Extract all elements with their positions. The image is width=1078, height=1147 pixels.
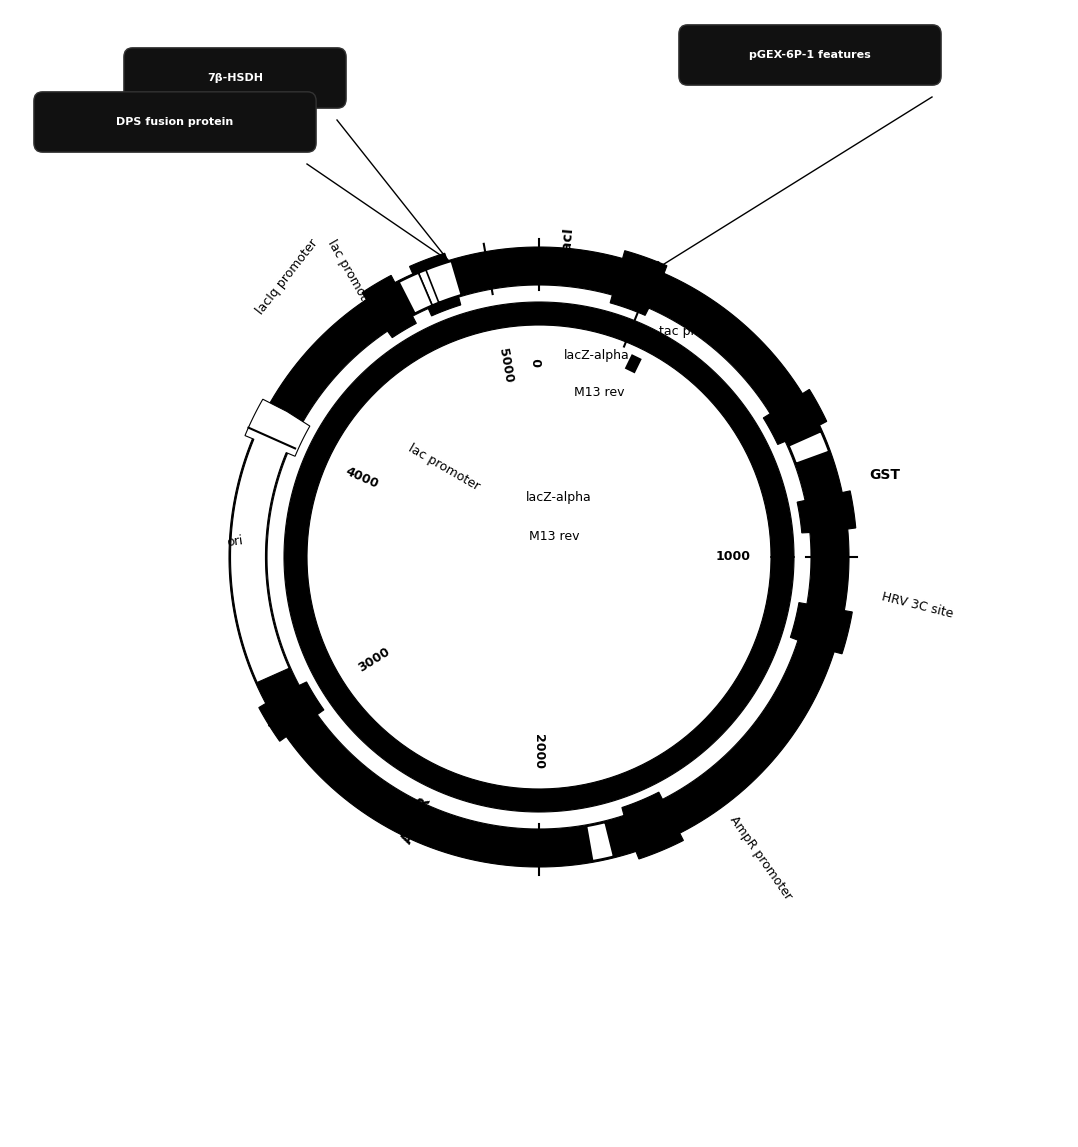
Polygon shape	[284, 253, 460, 404]
Text: lac promoter: lac promoter	[406, 442, 482, 493]
Polygon shape	[586, 822, 613, 860]
Text: 1000: 1000	[716, 551, 750, 563]
Polygon shape	[418, 265, 450, 305]
Polygon shape	[789, 431, 829, 463]
Polygon shape	[433, 249, 827, 445]
Text: ori: ori	[225, 533, 244, 548]
Text: M13 rev: M13 rev	[573, 387, 624, 399]
Polygon shape	[267, 284, 811, 829]
Text: lacZ-alpha: lacZ-alpha	[564, 349, 630, 361]
Text: 3000: 3000	[356, 645, 392, 674]
FancyBboxPatch shape	[33, 92, 316, 153]
Text: GST: GST	[869, 468, 900, 482]
Text: 4000: 4000	[343, 465, 381, 491]
Text: lacI: lacI	[558, 226, 575, 255]
Text: lac promoter: lac promoter	[326, 237, 376, 313]
Polygon shape	[622, 773, 729, 859]
Polygon shape	[399, 273, 432, 313]
Text: AmpR promoter: AmpR promoter	[728, 813, 794, 903]
FancyBboxPatch shape	[679, 25, 941, 85]
Text: AmpR: AmpR	[399, 794, 433, 845]
Polygon shape	[362, 267, 445, 337]
Polygon shape	[465, 249, 667, 315]
Polygon shape	[426, 262, 461, 303]
Text: 7β-HSDH: 7β-HSDH	[207, 73, 263, 83]
Text: 5000: 5000	[496, 348, 515, 384]
Text: M13 rev: M13 rev	[528, 531, 579, 544]
Text: 0: 0	[533, 359, 545, 367]
Text: DPS fusion protein: DPS fusion protein	[116, 117, 234, 127]
Polygon shape	[231, 399, 309, 682]
Text: tac promoter: tac promoter	[659, 326, 741, 338]
Polygon shape	[259, 682, 603, 866]
Text: lacZ-alpha: lacZ-alpha	[526, 491, 592, 504]
FancyBboxPatch shape	[124, 48, 346, 108]
Polygon shape	[790, 530, 853, 654]
Polygon shape	[229, 247, 849, 867]
Text: lacIq promoter: lacIq promoter	[253, 237, 320, 318]
Text: pGEX-6P-1 features: pGEX-6P-1 features	[749, 50, 871, 60]
Polygon shape	[787, 427, 856, 533]
Polygon shape	[284, 302, 794, 812]
Text: 2000: 2000	[533, 733, 545, 768]
Text: HRV 3C site: HRV 3C site	[881, 590, 955, 621]
